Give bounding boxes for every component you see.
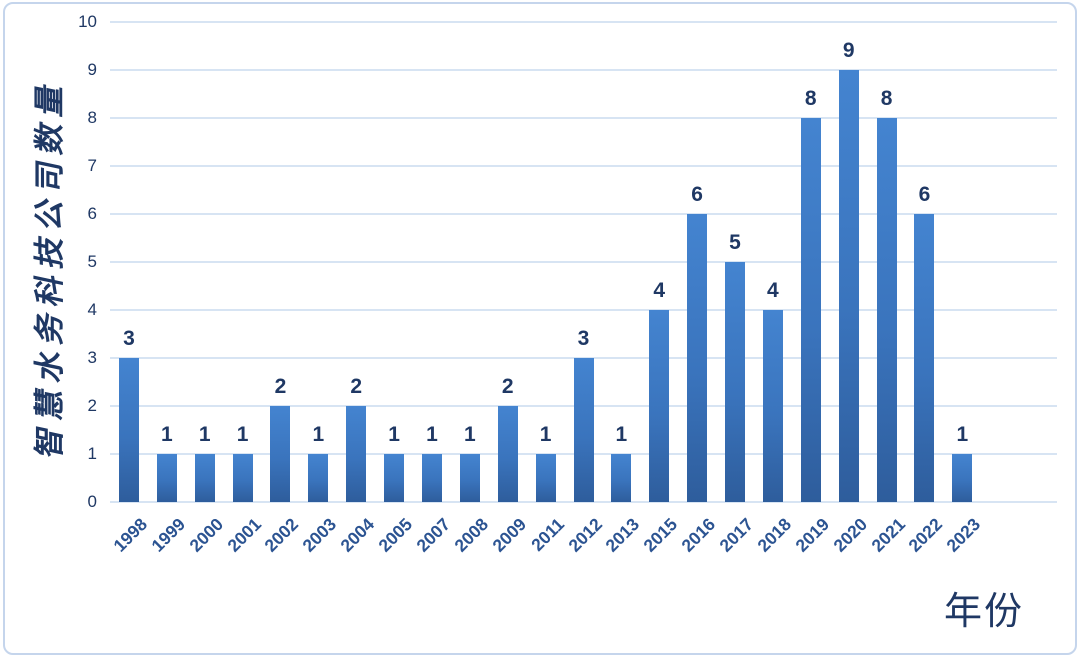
- gridline: [110, 165, 1057, 167]
- y-tick-label: 0: [87, 492, 97, 511]
- bar-value-label: 1: [388, 423, 400, 446]
- gridline: [110, 69, 1057, 71]
- bar-value-label: 2: [501, 375, 514, 398]
- y-tick-label: 10: [78, 12, 97, 31]
- y-tick-label: 6: [87, 204, 97, 223]
- bar: [497, 406, 518, 502]
- gridline: [110, 309, 1057, 311]
- y-tick-label: 2: [87, 396, 97, 415]
- bar: [952, 454, 973, 502]
- bar-value-label: 6: [691, 183, 703, 206]
- y-axis-title: 智慧水务科技公司数量: [32, 73, 67, 462]
- bar-value-label: 2: [274, 375, 287, 398]
- bar-value-label: 1: [464, 423, 476, 446]
- y-tick-label: 9: [87, 60, 97, 79]
- bar-value-label: 1: [160, 423, 173, 446]
- bar: [118, 358, 139, 502]
- bar-value-label: 1: [236, 423, 249, 446]
- gridline: [110, 501, 1057, 503]
- y-tick-label: 1: [87, 444, 97, 463]
- bar: [194, 454, 215, 502]
- bar: [270, 406, 291, 502]
- bar: [876, 118, 897, 502]
- chart-frame: [3, 2, 1077, 655]
- bar: [459, 454, 480, 502]
- bar: [611, 454, 632, 502]
- bar: [762, 310, 783, 502]
- bar: [346, 406, 367, 502]
- bar-value-label: 2: [350, 375, 363, 398]
- bar: [649, 310, 670, 502]
- gridline: [110, 117, 1057, 119]
- bar: [232, 454, 253, 502]
- bar-value-label: 1: [198, 423, 211, 446]
- bar: [914, 214, 935, 502]
- bar-value-label: 1: [539, 423, 552, 446]
- y-tick-label: 3: [87, 348, 97, 367]
- bar: [308, 454, 329, 502]
- gridline: [110, 261, 1057, 263]
- bar: [725, 262, 746, 502]
- bar-value-label: 4: [653, 279, 666, 302]
- bar-value-label: 1: [312, 423, 325, 446]
- y-tick-label: 8: [87, 108, 97, 127]
- bar: [535, 454, 556, 502]
- bar-value-label: 6: [918, 183, 931, 206]
- bar: [838, 70, 859, 502]
- y-tick-label: 4: [87, 300, 97, 319]
- bar: [573, 358, 594, 502]
- bar-value-label: 1: [615, 423, 628, 446]
- bar-value-label: 9: [842, 39, 855, 62]
- bar-value-label: 4: [767, 279, 779, 302]
- bar-value-label: 3: [577, 327, 590, 350]
- gridline: [110, 21, 1057, 23]
- bar: [156, 454, 177, 502]
- bar-value-label: 8: [880, 87, 893, 110]
- bar-value-label: 5: [729, 231, 741, 254]
- bar: [800, 118, 821, 502]
- bar-value-label: 1: [956, 423, 969, 446]
- bar: [687, 214, 708, 502]
- bar-value-label: 3: [123, 327, 135, 350]
- bar-value-label: 1: [426, 423, 438, 446]
- bar-value-label: 8: [804, 87, 817, 110]
- gridline: [110, 213, 1057, 215]
- bar: [384, 454, 405, 502]
- bar: [421, 454, 442, 502]
- y-tick-label: 7: [87, 156, 97, 175]
- y-tick-label: 5: [87, 252, 97, 271]
- x-axis-title: 年份: [944, 591, 1025, 633]
